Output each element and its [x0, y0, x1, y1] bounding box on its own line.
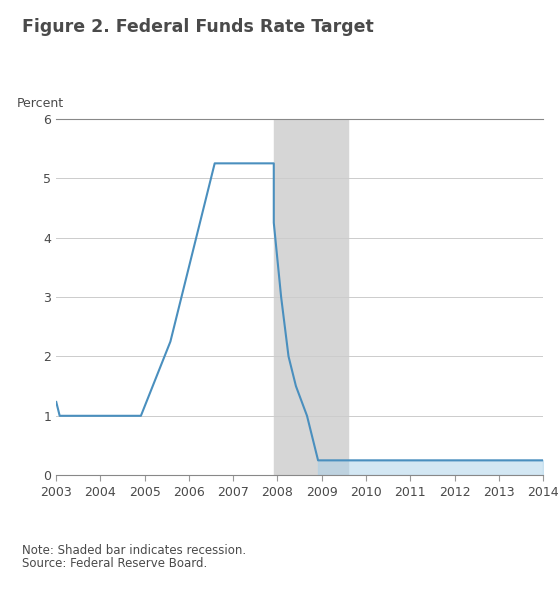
- Text: Source: Federal Reserve Board.: Source: Federal Reserve Board.: [22, 557, 208, 570]
- Text: Percent: Percent: [17, 97, 64, 110]
- Text: Figure 2. Federal Funds Rate Target: Figure 2. Federal Funds Rate Target: [22, 18, 374, 36]
- Text: Note: Shaded bar indicates recession.: Note: Shaded bar indicates recession.: [22, 544, 246, 557]
- Bar: [274, 119, 348, 475]
